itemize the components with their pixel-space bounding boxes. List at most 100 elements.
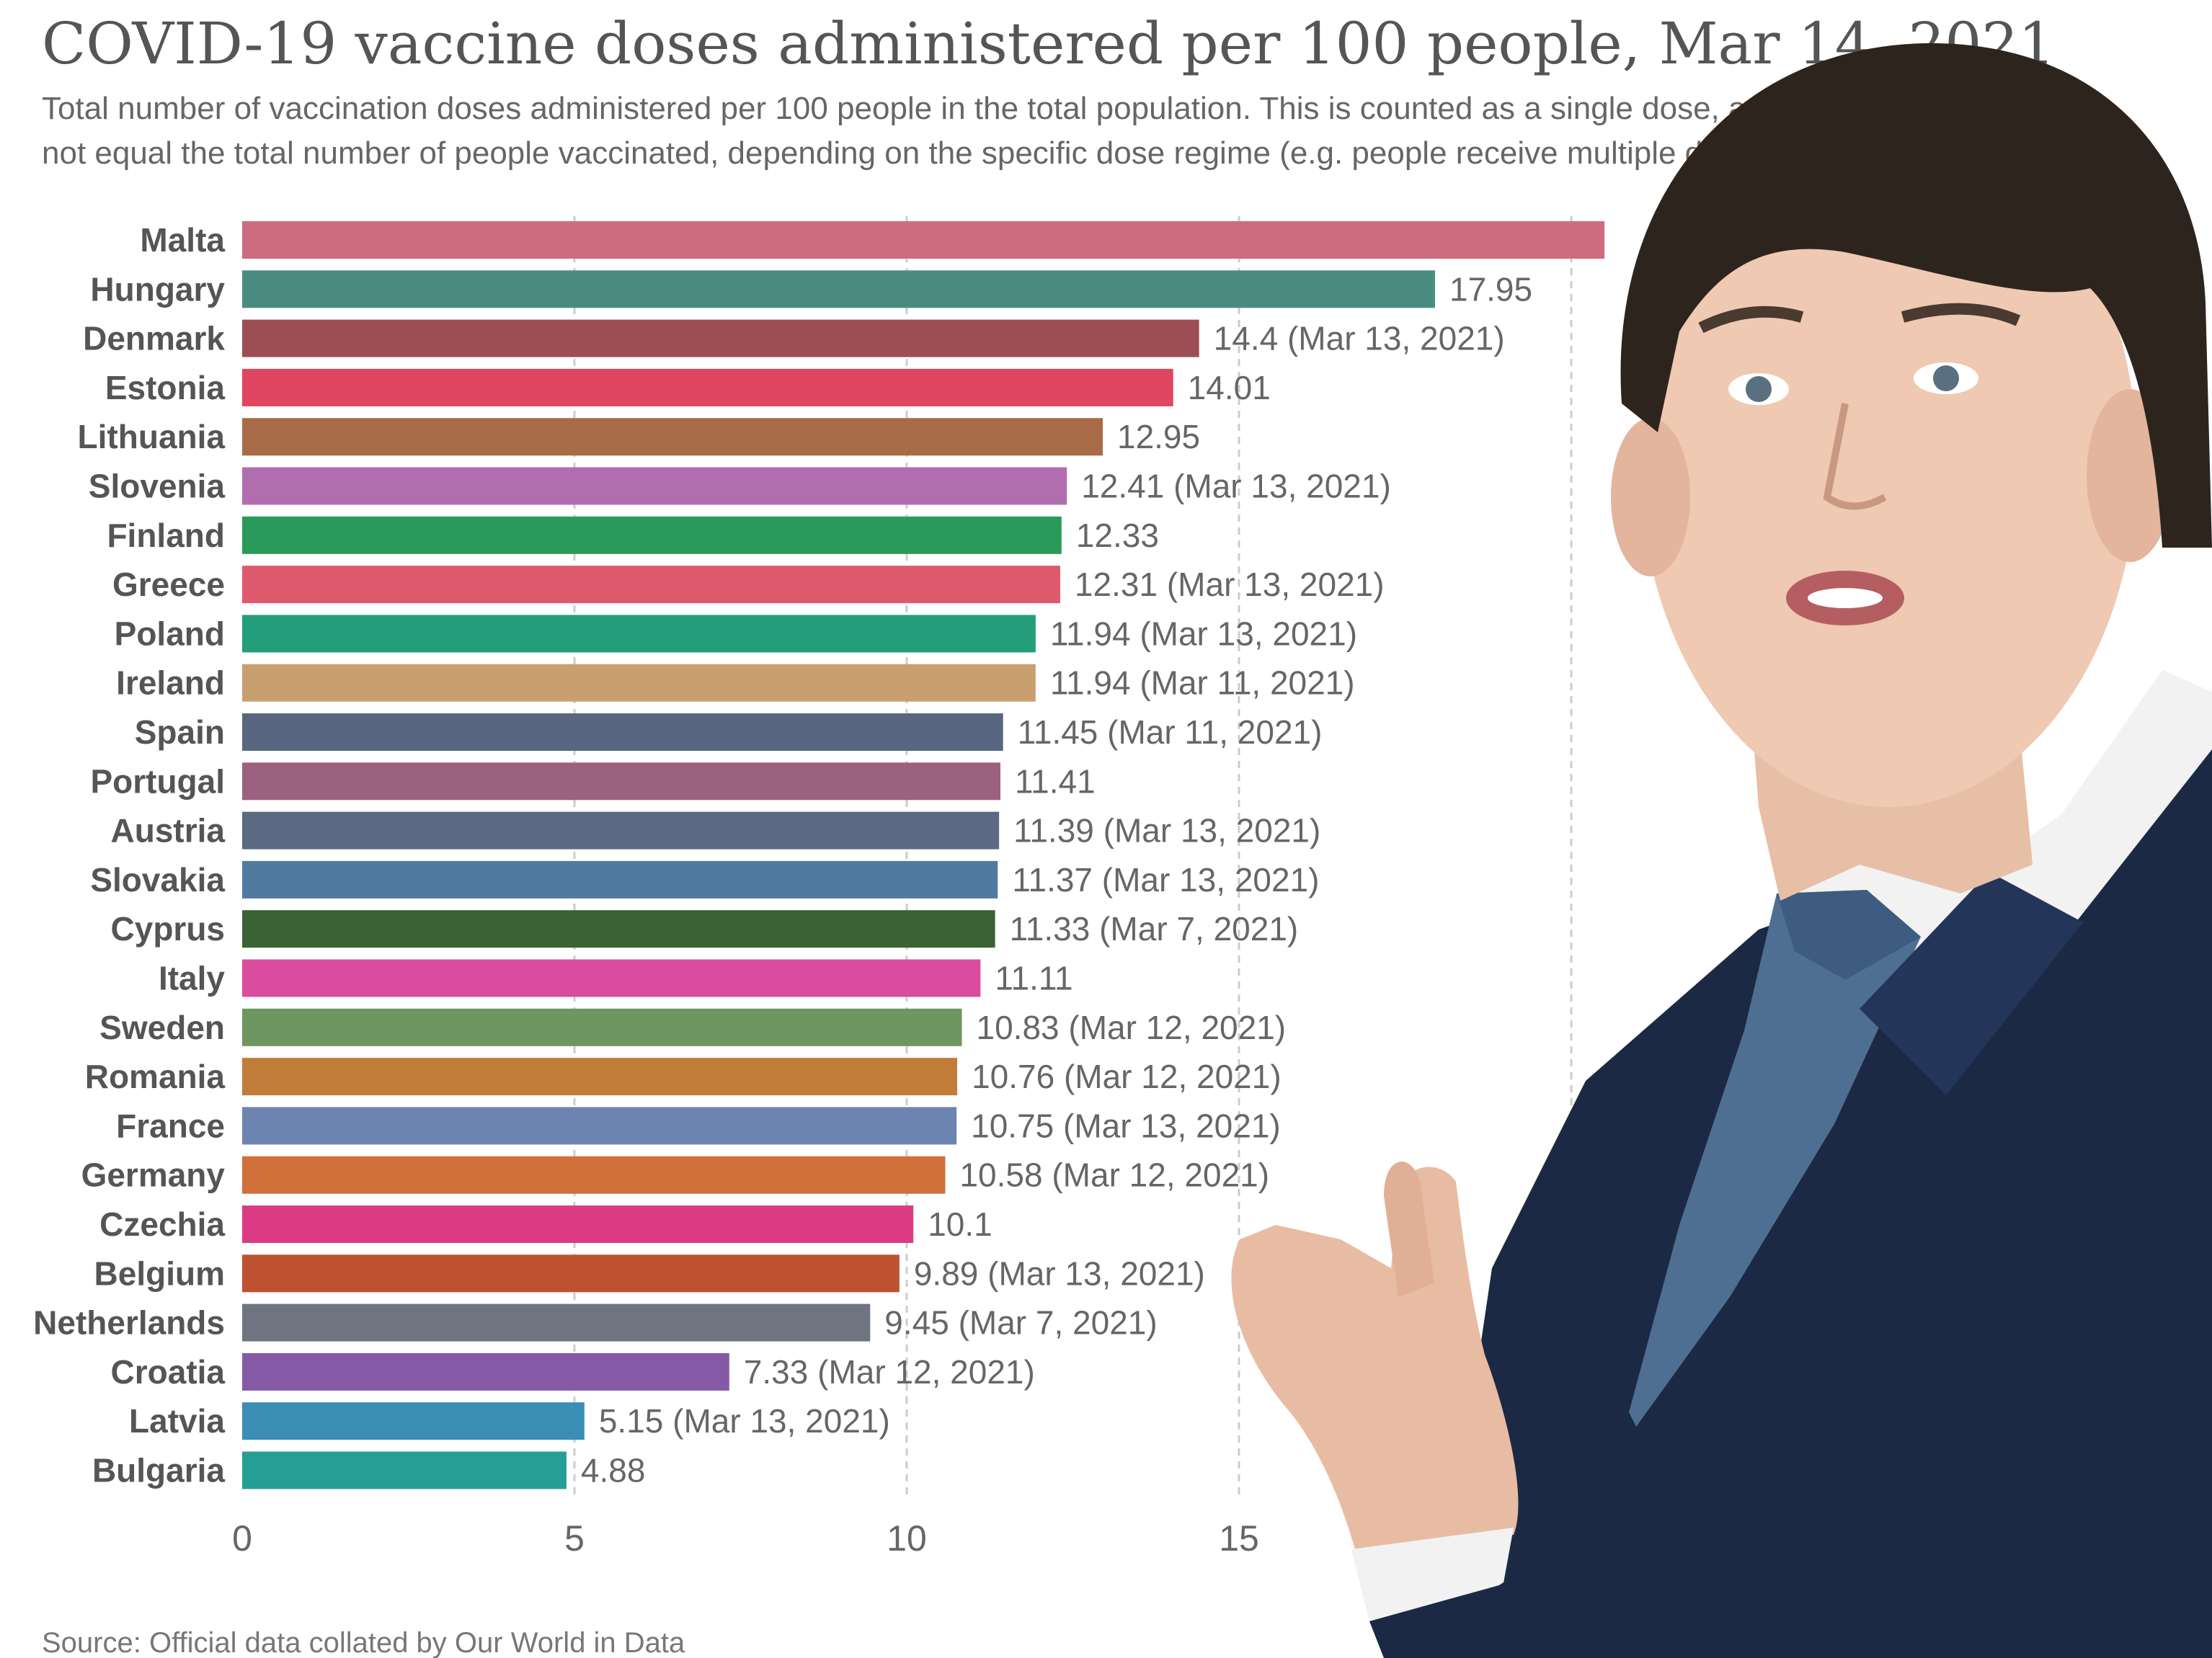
x-tick-label: 10 [887, 1518, 927, 1559]
category-label: Malta [140, 221, 225, 259]
left-eyebrow [1698, 306, 1804, 334]
bar-spain [242, 713, 1003, 751]
value-label: 12.33 [1076, 517, 1159, 554]
x-tick-label: 15 [1219, 1518, 1259, 1559]
value-label: 11.94 (Mar 11, 2021) [1050, 664, 1355, 702]
bar-ireland [242, 664, 1036, 702]
bar-malta [242, 221, 1605, 259]
x-tick-label: 5 [564, 1518, 585, 1559]
source-note: Source: Official data collated by Our Wo… [42, 1627, 685, 1658]
category-label: Finland [107, 517, 225, 554]
category-label: Greece [112, 566, 225, 603]
value-label: 9.45 (Mar 7, 2021) [884, 1304, 1157, 1342]
right-iris [1933, 365, 1959, 391]
category-label: Latvia [129, 1402, 225, 1440]
category-label: Slovenia [89, 468, 226, 505]
bar-czechia [242, 1205, 914, 1243]
x-tick-label: 0 [232, 1518, 252, 1559]
value-label: 11.39 (Mar 13, 2021) [1013, 812, 1320, 850]
bar-belgium [242, 1254, 900, 1293]
value-label: 14.01 [1188, 369, 1271, 406]
value-label: 11.11 [995, 960, 1072, 997]
value-label: 11.45 (Mar 11, 2021) [1018, 713, 1323, 751]
value-label: 10.83 (Mar 12, 2021) [977, 1009, 1287, 1046]
bar-sweden [242, 1008, 962, 1046]
category-label: Croatia [111, 1353, 226, 1391]
nose [1823, 403, 1887, 510]
category-labels: Malta Hungary Denmark Estonia Lithuania Slove… [33, 221, 225, 1489]
suit-lapel [1860, 872, 2083, 1095]
chart-title: COVID-19 vaccine doses administered per … [42, 10, 2055, 77]
bar-slovakia [242, 860, 998, 899]
bar-germany [242, 1156, 946, 1194]
bar-finland [242, 516, 1062, 554]
value-label: 4.88 [581, 1452, 646, 1489]
value-label: 11.37 (Mar 13, 2021) [1012, 861, 1319, 899]
thumb [1384, 1162, 1434, 1297]
right-eyebrow [1901, 303, 2021, 326]
category-label: Denmark [83, 320, 225, 357]
left-iris [1746, 376, 1772, 402]
value-label: 7.33 (Mar 12, 2021) [744, 1353, 1035, 1391]
hand [1231, 1167, 1519, 1549]
bar-romania [242, 1058, 958, 1096]
bar-lithuania [242, 418, 1103, 456]
category-label: Ireland [116, 664, 225, 702]
value-label: 17.95 [1449, 270, 1532, 308]
value-label: 10.58 (Mar 12, 2021) [959, 1156, 1269, 1194]
category-label: France [116, 1107, 225, 1144]
bar-cyprus [242, 910, 995, 948]
bar-series [242, 221, 1605, 1489]
category-label: Bulgaria [92, 1452, 225, 1489]
value-label: 12.41 (Mar 13, 2021) [1081, 468, 1391, 505]
mouth-inside [1808, 588, 1883, 608]
bar-croatia [242, 1352, 729, 1391]
value-label: 12.31 (Mar 13, 2021) [1075, 566, 1385, 603]
category-label: Spain [135, 713, 225, 751]
value-label: 11.94 (Mar 13, 2021) [1050, 615, 1357, 652]
tie [1629, 890, 1921, 1427]
bar-portugal [242, 762, 1001, 801]
hair [1620, 43, 2212, 548]
value-label: 10.76 (Mar 12, 2021) [972, 1058, 1282, 1095]
bar-austria [242, 811, 1000, 850]
bar-france [242, 1107, 957, 1145]
value-label: 12.95 [1117, 418, 1200, 455]
value-labels: 17.95 14.4 (Mar 13, 2021) 14.01 12.95 12.41 … [581, 270, 1532, 1489]
category-label: Czechia [99, 1205, 225, 1243]
value-label: 11.41 [1015, 762, 1096, 800]
bar-slovenia [242, 467, 1067, 505]
chart-subtitle-line-1: Total number of vaccination doses admini… [42, 91, 1850, 126]
value-label: 10.75 (Mar 13, 2021) [971, 1107, 1281, 1144]
category-label: Austria [111, 812, 226, 850]
tie-knot [1777, 890, 1921, 980]
value-label: 9.89 (Mar 13, 2021) [914, 1254, 1205, 1292]
category-label: Estonia [105, 369, 226, 406]
category-label: Hungary [90, 270, 225, 308]
value-label: 14.4 (Mar 13, 2021) [1214, 320, 1505, 357]
value-label: 10.1 [928, 1205, 992, 1243]
category-label: Cyprus [111, 910, 225, 948]
chart-subtitle-line-2: not equal the total number of people vac… [42, 135, 1789, 171]
category-label: Romania [85, 1058, 226, 1095]
value-label: 11.33 (Mar 7, 2021) [1010, 910, 1299, 948]
category-label: Poland [115, 615, 225, 652]
category-label: Netherlands [33, 1304, 225, 1342]
suit-sleeve [1369, 1528, 1658, 1658]
bar-hungary [242, 270, 1435, 308]
person-pointing-icon [1231, 43, 2212, 1658]
category-label: Slovakia [90, 861, 225, 899]
x-axis-ticks: 0 5 10 15 [232, 1518, 1259, 1559]
category-label: Portugal [90, 762, 225, 800]
category-label: Lithuania [78, 418, 226, 455]
bar-bulgaria [242, 1451, 567, 1489]
left-ear [1611, 418, 1690, 576]
bar-latvia [242, 1402, 585, 1440]
bar-denmark [242, 319, 1199, 357]
category-label: Germany [81, 1156, 226, 1194]
bar-estonia [242, 368, 1173, 406]
bar-poland [242, 615, 1036, 653]
category-label: Italy [159, 960, 225, 997]
category-label: Belgium [94, 1254, 225, 1292]
